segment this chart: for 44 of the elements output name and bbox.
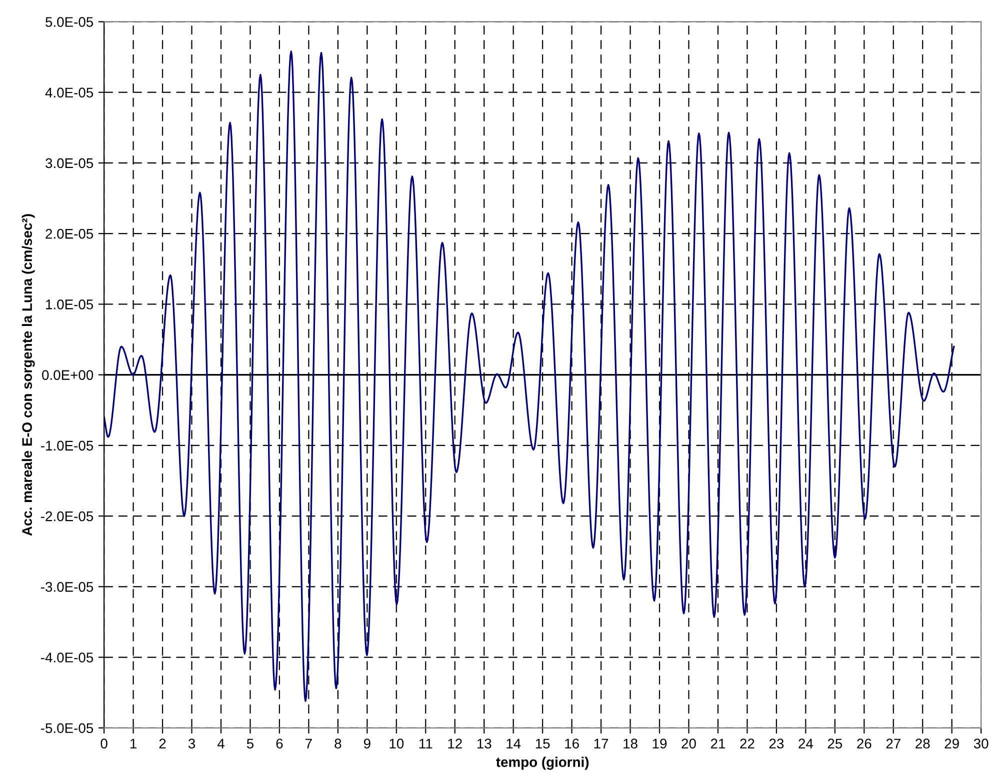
x-tick-label: 16 [565,738,579,749]
y-axis-title: Acc. mareale E-O con sorgente la Luna (cm/sec²) [22,214,35,536]
y-tick-label: 0.0E+00 [42,370,94,380]
x-tick-label: 20 [682,738,696,749]
y-tick-label: 5.0E-05 [46,17,94,27]
x-tick-label: 26 [857,738,872,749]
y-tick-label: -4.0E-05 [40,652,94,662]
x-tick-label: 24 [798,738,813,748]
x-tick-label: 12 [448,738,462,748]
y-tick-label: 1.0E-05 [46,300,94,310]
y-tick-label: -5.0E-05 [40,723,94,734]
x-tick-label: 3 [188,738,196,749]
x-tick-label: 11 [419,738,432,748]
x-tick-label: 23 [769,738,784,749]
x-tick-label: 25 [828,738,842,749]
y-tick-label: -3.0E-05 [40,582,94,592]
x-tick-label: 9 [364,738,370,749]
x-tick-label: 28 [916,738,930,749]
x-axis-title: tempo (giorni) [496,756,589,770]
x-tick-label: 27 [886,738,900,748]
y-tick-label: 4.0E-05 [45,88,94,98]
x-tick-label: 15 [536,738,550,749]
x-tick-label: 5 [246,738,254,749]
x-tick-label: 13 [477,738,492,749]
y-tick-label: 2.0E-05 [46,228,94,239]
x-tick-label: 17 [594,738,608,748]
x-tick-label: 22 [740,738,754,748]
x-tick-label: 19 [652,738,667,749]
y-tick-label: 3.0E-05 [46,158,94,168]
x-tick-label: 18 [624,738,638,749]
x-tick-label: 6 [276,738,283,749]
x-tick-label: 8 [334,738,342,749]
x-tick-label: 1 [130,738,136,748]
x-tick-label: 10 [390,738,404,749]
x-tick-label: 0 [100,738,108,749]
x-tick-label: 14 [506,738,521,748]
x-tick-label: 7 [306,738,312,748]
x-tick-label: 2 [159,738,166,748]
y-tick-label: -1.0E-05 [40,440,94,451]
x-tick-label: 29 [944,738,959,749]
y-tick-label: -2.0E-05 [40,511,94,522]
x-tick-label: 21 [710,738,726,748]
x-tick-label: 4 [217,738,224,748]
x-tick-label: 30 [974,738,988,749]
